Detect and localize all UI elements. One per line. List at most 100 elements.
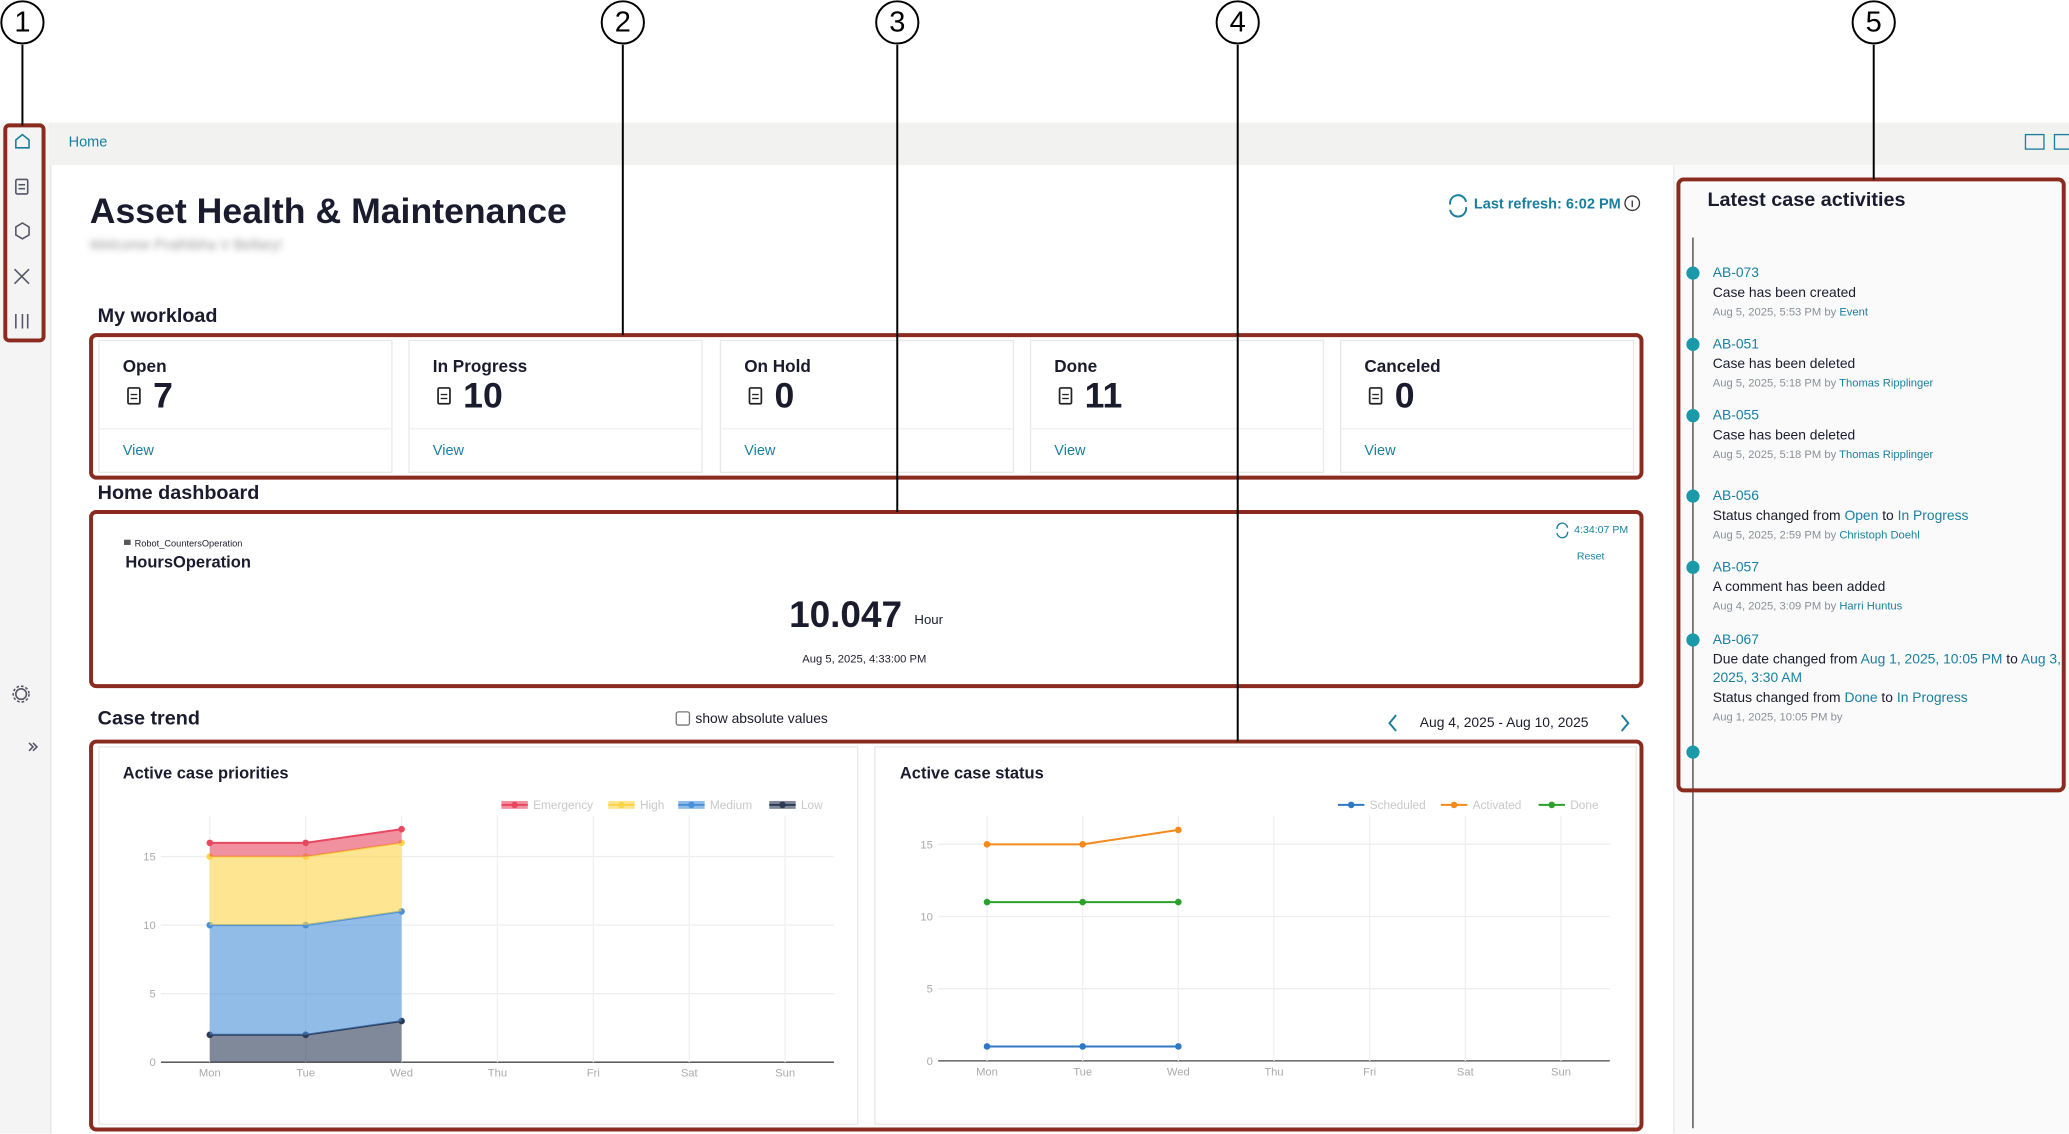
legend-swatch[interactable] (779, 801, 786, 809)
area (209, 911, 402, 1035)
case-id[interactable]: AB-073 (1712, 265, 1759, 282)
actor[interactable]: Thomas Ripplinger (1839, 376, 1934, 390)
view-link[interactable]: View (432, 443, 465, 460)
legend-label[interactable]: Activated (1473, 798, 1522, 812)
timeline-dot (1686, 633, 1700, 647)
legend-label[interactable]: Emergency (533, 798, 593, 812)
layout-toggle[interactable] (2053, 133, 2069, 150)
callout-boxes (3, 123, 2066, 1132)
activity-text: Case has been deleted (1713, 426, 2061, 445)
info-icon[interactable] (1624, 195, 1641, 212)
activity-item: AB-057 A comment has been added Aug 4, 202… (1713, 558, 2061, 615)
activity-segment[interactable]: In Progress (1897, 507, 1969, 524)
next-button[interactable] (1620, 714, 1630, 732)
meta-time: Aug 5, 2025, 5:18 PM by (1712, 447, 1837, 461)
callout-number: 3 (889, 6, 905, 38)
view-link[interactable]: View (1054, 443, 1086, 460)
callout-number: 4 (1230, 6, 1246, 38)
breadcrumb[interactable]: Home (68, 134, 108, 151)
section-title: Home dashboard (97, 481, 260, 505)
card-label: Done (1054, 356, 1098, 377)
legend-label[interactable]: Medium (710, 798, 752, 812)
timeline-dot (1686, 409, 1700, 423)
widget-refresh: 4:34:07 PM (1574, 523, 1629, 536)
activity-segment[interactable]: Aug 3, 2025, 3:30 AM (1712, 651, 2061, 687)
view-link[interactable]: View (122, 443, 154, 460)
callout-circle (875, 0, 920, 45)
timeline-dot (1686, 489, 1700, 503)
activity-text: Case has been deleted (1713, 354, 2061, 373)
actor[interactable]: Thomas Ripplinger (1839, 447, 1934, 461)
activity-item: AB-067 Due date changed from Aug 1, 2025,… (1713, 631, 2061, 727)
callout-number: 2 (615, 6, 631, 38)
x-tick-label: Thu (488, 1068, 507, 1080)
view-link[interactable]: View (1364, 443, 1396, 460)
case-icon (437, 387, 451, 405)
legend-swatch[interactable] (1450, 801, 1458, 809)
refresh-icon[interactable] (1449, 194, 1569, 539)
last-refresh[interactable]: Last refresh: 6:02 PM (1473, 196, 1621, 213)
case-id[interactable]: AB-067 (1712, 632, 1759, 648)
activity-meta: Aug 5, 2025, 5:53 PM by Event (1713, 302, 2061, 321)
activity-text: A comment has been added (1713, 577, 2061, 596)
y-tick-label: 15 (920, 839, 932, 851)
legend-label[interactable]: Done (1570, 798, 1599, 812)
activity-segment: Case has been deleted (1712, 426, 1856, 443)
reset-button[interactable]: Reset (1576, 550, 1605, 563)
x-tick-label: Wed (1167, 1066, 1190, 1078)
meta-time: Aug 5, 2025, 5:18 PM by (1712, 376, 1837, 390)
legend-label[interactable]: Low (801, 798, 823, 812)
checkbox[interactable] (675, 711, 691, 726)
x-tick-label: Sun (775, 1068, 795, 1080)
activity-segment[interactable]: Open (1844, 507, 1879, 524)
activity-segment[interactable]: Aug 1, 2025, 10:05 PM (1860, 651, 2003, 668)
timeline-dot (1686, 560, 1700, 574)
prev-button[interactable] (1388, 714, 1397, 732)
activity-segment: Case has been created (1712, 284, 1857, 301)
activity-text: Status changed from Open to In Progress (1713, 506, 2061, 525)
sidebar-icons[interactable] (12, 133, 39, 752)
case-id[interactable]: AB-056 (1712, 488, 1759, 505)
checkbox-label[interactable]: show absolute values (695, 711, 828, 728)
actor[interactable]: Harri Huntus (1839, 599, 1903, 613)
case-icon (1058, 387, 1073, 405)
point (302, 839, 309, 847)
layout-toggle[interactable] (2024, 133, 2045, 150)
card-count: 0 (774, 376, 795, 416)
actor[interactable]: Christoph Doehl (1839, 527, 1920, 542)
section-title: Case trend (97, 707, 200, 730)
callout-number: 5 (1866, 6, 1882, 38)
x-tick-label: Fri (1363, 1066, 1376, 1078)
activity-meta: Aug 5, 2025, 5:18 PM by Thomas Ripplinge… (1713, 373, 2061, 392)
x-tick-label: Sun (1551, 1066, 1571, 1078)
activity-segment: to (2006, 651, 2018, 668)
case-id[interactable]: AB-051 (1712, 336, 1759, 353)
legend-label[interactable]: Scheduled (1370, 798, 1426, 812)
activity-segment[interactable]: Done (1844, 689, 1878, 706)
activity-segment[interactable]: In Progress (1896, 689, 1968, 706)
card-label: Canceled (1364, 356, 1441, 377)
activity-segment: Status changed from (1712, 689, 1841, 706)
card-count: 7 (153, 376, 173, 416)
legend-label[interactable]: High (640, 798, 664, 812)
legend-swatch[interactable] (1548, 801, 1556, 809)
x-tick-label: Mon (199, 1068, 221, 1080)
widget-unit: Hour (914, 613, 944, 629)
legend-swatch[interactable] (618, 801, 625, 809)
x-tick-label: Sat (1457, 1066, 1475, 1078)
legend-swatch[interactable] (1347, 801, 1355, 809)
case-id[interactable]: AB-057 (1712, 559, 1759, 576)
point (1079, 898, 1086, 906)
actor[interactable]: Event (1839, 304, 1869, 319)
case-icon (748, 387, 763, 405)
legend-swatch[interactable] (688, 801, 695, 809)
case-id[interactable]: AB-055 (1712, 407, 1759, 424)
x-tick-label: Thu (1264, 1066, 1283, 1078)
legend-swatch[interactable] (511, 801, 518, 809)
point (1079, 1043, 1086, 1050)
welcome-text: Welcome Prathibha V Bellary! (89, 237, 283, 254)
view-link[interactable]: View (744, 443, 776, 460)
y-tick-label: 5 (149, 989, 155, 1001)
activity-segment: to (1881, 689, 1893, 706)
chart-title: Active case status (900, 765, 1044, 783)
